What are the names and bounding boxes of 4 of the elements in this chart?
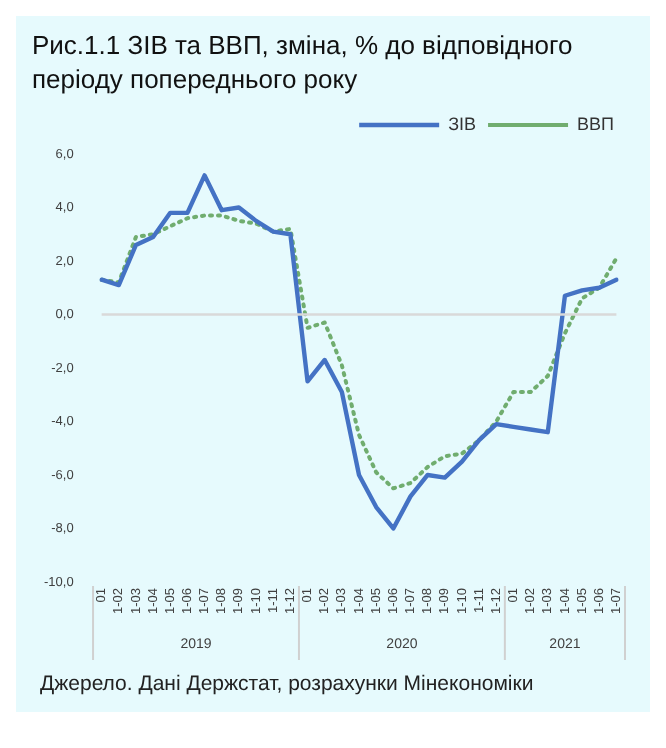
text: Джерело. Дані Держстат, розрахунки Мінекономіки [38,670,536,696]
chart-title: Рис.1.1 ЗІВ та ВВП, зміна, % до відповідного періоду попереднього року [30,28,575,98]
legend-label: ЗІВ [448,113,477,134]
legend-label: ВВП [577,113,615,134]
